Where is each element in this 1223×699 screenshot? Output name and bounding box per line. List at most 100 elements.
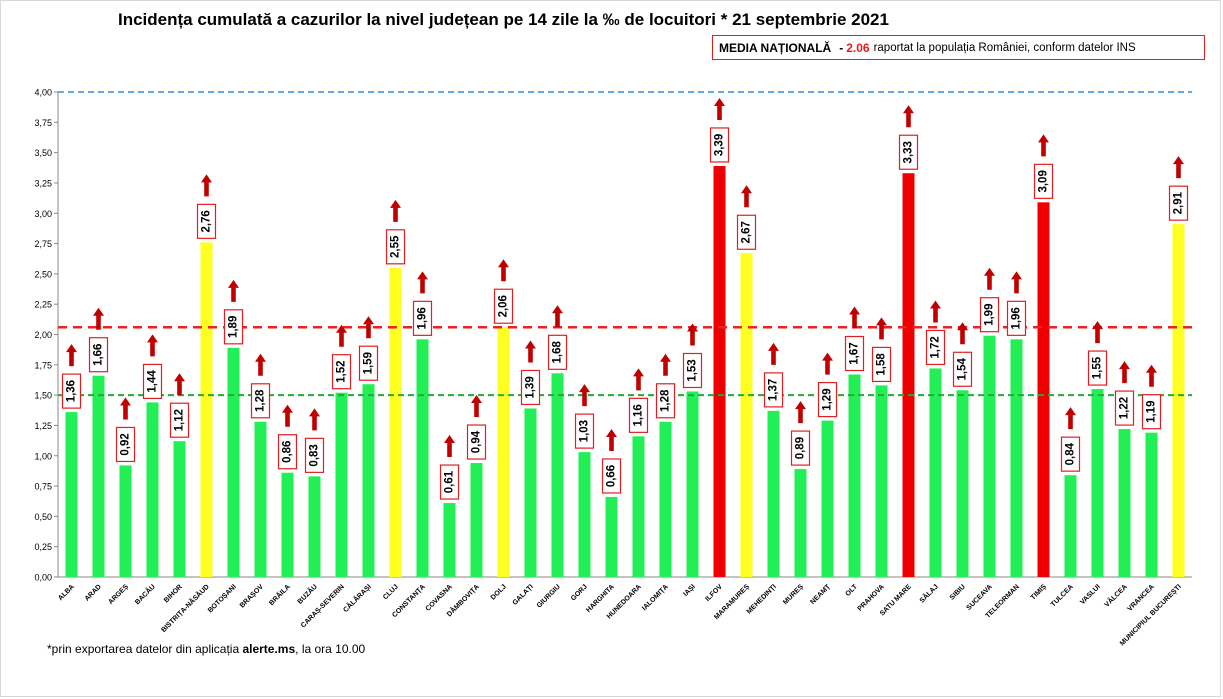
value-label-box (1033, 163, 1054, 199)
up-arrow-icon (957, 322, 968, 345)
y-tick-label: 2,50 (34, 269, 52, 279)
up-arrow-icon (660, 353, 671, 376)
national-average-dash: - (839, 40, 844, 55)
x-tick-label: BIHOR (163, 583, 184, 604)
value-label: 0,66 (606, 465, 618, 487)
bar (497, 327, 510, 577)
bar (740, 253, 753, 577)
value-label: 2,91 (1173, 191, 1185, 214)
x-tick-label: SIBIU (949, 583, 967, 601)
value-label: 1,72 (930, 336, 942, 358)
value-label-box (412, 300, 433, 336)
value-label-box (385, 229, 406, 265)
value-label-box (1087, 350, 1108, 386)
bar (929, 368, 942, 577)
value-label-box (817, 381, 838, 418)
value-label: 1,58 (876, 353, 888, 376)
bar (65, 412, 78, 577)
value-label: 0,83 (309, 444, 321, 466)
value-label: 1,37 (768, 379, 780, 401)
up-arrow-icon (741, 185, 752, 208)
up-arrow-icon (768, 342, 779, 365)
value-label: 1,53 (687, 359, 699, 381)
value-label-box (871, 346, 892, 383)
y-tick-label: 1,25 (34, 421, 52, 431)
value-label: 1,22 (1119, 397, 1131, 419)
up-arrow-icon (147, 334, 158, 357)
up-arrow-icon (1011, 271, 1022, 294)
value-label: 1,16 (633, 404, 645, 426)
x-tick-label: TULCEA (1050, 583, 1075, 608)
up-arrow-icon (201, 174, 212, 197)
footnote-prefix: *prin exportarea datelor din aplicația (47, 642, 243, 656)
up-arrow-icon (525, 340, 536, 363)
up-arrow-icon (66, 344, 77, 367)
bar (686, 391, 699, 577)
value-label-box (277, 434, 298, 470)
value-label: 0,61 (444, 470, 456, 493)
bar (524, 408, 537, 577)
x-tick-label: BACĂU (133, 582, 157, 606)
value-label: 1,29 (822, 388, 834, 410)
value-label-box (88, 337, 109, 373)
value-label-box (196, 203, 217, 239)
bar (1118, 429, 1131, 577)
up-arrow-icon (795, 401, 806, 424)
value-label: 2,67 (741, 221, 753, 243)
value-label: 1,44 (147, 370, 159, 393)
value-label: 1,54 (957, 357, 969, 380)
up-arrow-icon (714, 97, 725, 120)
bar (200, 242, 213, 577)
up-arrow-icon (930, 300, 941, 323)
up-arrow-icon (255, 353, 266, 376)
x-tick-label: CLUJ (382, 583, 400, 601)
bar (821, 420, 834, 577)
up-arrow-icon (1092, 321, 1103, 344)
bar (470, 463, 483, 577)
value-label: 1,28 (660, 389, 672, 412)
value-label: 1,39 (525, 376, 537, 398)
x-tick-label: BUZĂU (295, 582, 319, 606)
chart-title: Incidența cumulată a cazurilor la nivel … (118, 10, 889, 29)
x-tick-label: ARAD (84, 583, 103, 602)
bar (902, 173, 915, 578)
value-label-box (736, 214, 757, 250)
value-label: 0,89 (795, 437, 807, 459)
up-arrow-icon (444, 435, 455, 458)
up-arrow-icon (1173, 156, 1184, 179)
x-tick-label: VRANCEA (1126, 583, 1155, 612)
value-label: 2,06 (498, 295, 510, 317)
value-label: 1,96 (1011, 307, 1023, 329)
bar (956, 390, 969, 577)
national-average-value: 2.06 (846, 40, 870, 55)
bar (1064, 475, 1077, 577)
bar (443, 503, 456, 577)
bar (767, 410, 780, 577)
x-tick-label: DOLJ (490, 583, 508, 601)
value-label-box (1060, 436, 1081, 472)
x-tick-label: BISTRIȚA-NĂSĂUD (159, 582, 211, 634)
bar (335, 392, 348, 577)
value-label-box (466, 424, 487, 460)
bar (551, 373, 564, 577)
bar (794, 469, 807, 577)
value-label: 1,59 (363, 352, 375, 374)
x-tick-label: GORJ (570, 583, 589, 602)
up-arrow-icon (984, 267, 995, 290)
value-label: 0,86 (282, 441, 294, 463)
bar (281, 472, 294, 577)
up-arrow-icon (93, 307, 104, 330)
x-tick-label: BRĂILA (267, 582, 292, 607)
x-tick-label: ILFOV (704, 583, 724, 603)
up-arrow-icon (228, 279, 239, 302)
bar (632, 436, 645, 577)
x-tick-label: GIURGIU (536, 583, 562, 609)
x-tick-label: NEAMȚ (809, 583, 832, 606)
value-label: 1,67 (849, 342, 861, 364)
x-tick-label: TIMIȘ (1030, 583, 1048, 601)
up-arrow-icon (282, 404, 293, 427)
y-tick-label: 3,25 (34, 178, 52, 188)
value-label: 1,66 (93, 344, 105, 366)
footnote-suffix: , la ora 10.00 (295, 642, 366, 656)
